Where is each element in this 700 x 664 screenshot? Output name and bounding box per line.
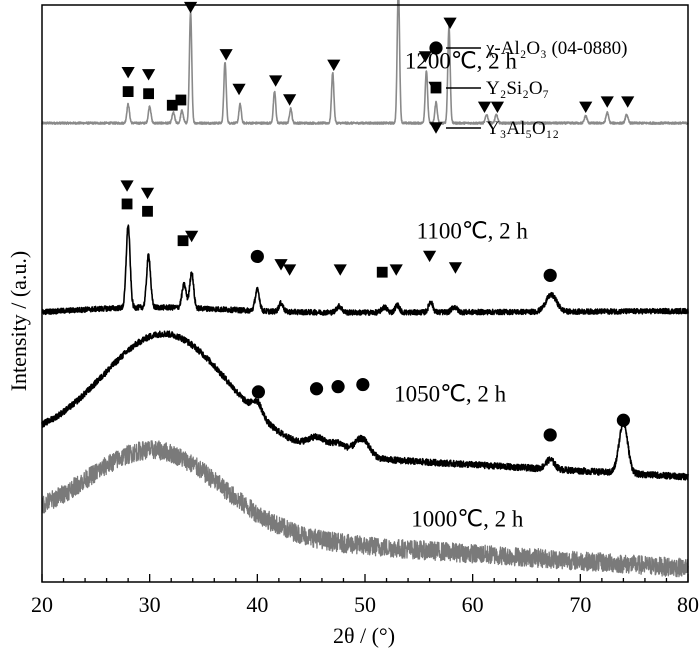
series-curve-2 bbox=[41, 330, 689, 481]
peak-marker-triangle-down-s0-16 bbox=[477, 101, 492, 114]
peak-marker-triangle-down-s0-20 bbox=[621, 96, 635, 108]
peak-marker-triangle-down-s0-8 bbox=[232, 83, 246, 96]
peak-marker-triangle-down-s1-7 bbox=[274, 259, 288, 271]
peak-marker-triangle-down-s0-10 bbox=[283, 94, 297, 106]
peak-marker-triangle-down-s1-5 bbox=[185, 230, 199, 243]
legend-symbol-triangle-down bbox=[429, 122, 443, 134]
peak-marker-triangle-down-s1-11 bbox=[389, 264, 403, 276]
x-axis-title: 2θ / (°) bbox=[333, 623, 395, 648]
x-tick-label: 40 bbox=[246, 592, 268, 617]
peak-marker-circle-s2-3 bbox=[356, 377, 370, 392]
peak-marker-circle-s2-5 bbox=[616, 413, 631, 427]
series-curve-1 bbox=[41, 224, 689, 316]
x-tick-label: 50 bbox=[354, 592, 376, 617]
peak-marker-triangle-down-s1-13 bbox=[448, 262, 463, 274]
peak-marker-triangle-down-s0-0 bbox=[121, 67, 135, 79]
peak-marker-circle-s1-14 bbox=[543, 268, 557, 282]
legend-label-1: Y₂Si₂O₇ bbox=[486, 78, 549, 99]
x-tick-label: 20 bbox=[31, 592, 53, 617]
peak-marker-triangle-down-s0-2 bbox=[141, 69, 156, 81]
peak-marker-square-s1-3 bbox=[142, 205, 153, 217]
peak-marker-circle-s1-6 bbox=[250, 249, 264, 264]
peak-marker-triangle-down-s0-17 bbox=[490, 101, 505, 114]
curve-label-3: 1000℃, 2 h bbox=[411, 506, 524, 531]
peak-marker-circle-s2-4 bbox=[543, 428, 557, 442]
peak-marker-triangle-down-s0-13 bbox=[418, 51, 432, 63]
curve-labels-layer: 1200℃, 2 h 1100℃, 2 h 1050℃, 2 h 1000℃, 2 h bbox=[394, 49, 528, 532]
legend-symbol-circle bbox=[429, 41, 443, 55]
peak-marker-triangle-down-s1-8 bbox=[283, 264, 297, 276]
peak-marker-triangle-down-s0-11 bbox=[327, 59, 341, 72]
peak-marker-triangle-down-s0-7 bbox=[219, 49, 233, 61]
curve-label-0: 1200℃, 2 h bbox=[405, 49, 518, 74]
peak-marker-triangle-down-s0-18 bbox=[579, 101, 593, 114]
peak-marker-triangle-down-s0-9 bbox=[269, 75, 283, 87]
peak-marker-triangle-down-s0-6 bbox=[183, 1, 198, 14]
y-axis-title: Intensity / (a.u.) bbox=[6, 251, 31, 392]
peak-marker-triangle-down-s0-15 bbox=[443, 17, 457, 30]
legend: χ-Al₂O₃ (04-0880) Y₂Si₂O₇ Y₃Al₅O₁₂ bbox=[429, 38, 627, 139]
curve-label-2: 1050℃, 2 h bbox=[394, 381, 507, 406]
peak-marker-circle-s2-0 bbox=[251, 385, 266, 399]
peak-marker-triangle-down-s0-19 bbox=[600, 96, 614, 108]
plot-frame bbox=[41, 4, 689, 583]
legend-label-2: Y₃Al₅O₁₂ bbox=[486, 118, 559, 139]
series-curve-3 bbox=[41, 440, 689, 578]
x-tick-label: 70 bbox=[569, 592, 591, 617]
peak-marker-triangle-down-s1-2 bbox=[140, 187, 155, 200]
x-tick-label: 60 bbox=[462, 592, 484, 617]
peak-marker-circle-s2-1 bbox=[309, 382, 324, 396]
curves-layer bbox=[41, 0, 689, 578]
legend-symbol-square bbox=[430, 82, 442, 94]
peak-marker-square-s1-4 bbox=[177, 235, 189, 247]
peak-marker-triangle-down-s1-0 bbox=[120, 180, 134, 192]
peak-marker-triangle-down-s1-12 bbox=[423, 250, 437, 263]
peak-marker-square-s0-5 bbox=[175, 94, 187, 106]
peak-marker-square-s0-3 bbox=[143, 88, 154, 100]
peak-marker-triangle-down-s1-9 bbox=[333, 264, 347, 276]
x-tick-label: 30 bbox=[139, 592, 161, 617]
peak-marker-circle-s2-2 bbox=[331, 380, 345, 394]
peak-marker-square-s0-4 bbox=[166, 99, 178, 111]
peak-marker-square-s0-1 bbox=[122, 86, 134, 97]
series-curve-0 bbox=[41, 0, 689, 125]
peak-marker-square-s1-1 bbox=[121, 198, 133, 210]
x-tick-label: 80 bbox=[677, 592, 699, 617]
markers-layer bbox=[120, 1, 635, 442]
legend-label-0: χ-Al₂O₃ (04-0880) bbox=[485, 38, 627, 59]
curve-label-1: 1100℃, 2 h bbox=[417, 219, 529, 244]
peak-marker-square-s1-10 bbox=[376, 266, 388, 278]
axes: 20 30 40 50 60 70 80 bbox=[31, 4, 699, 617]
